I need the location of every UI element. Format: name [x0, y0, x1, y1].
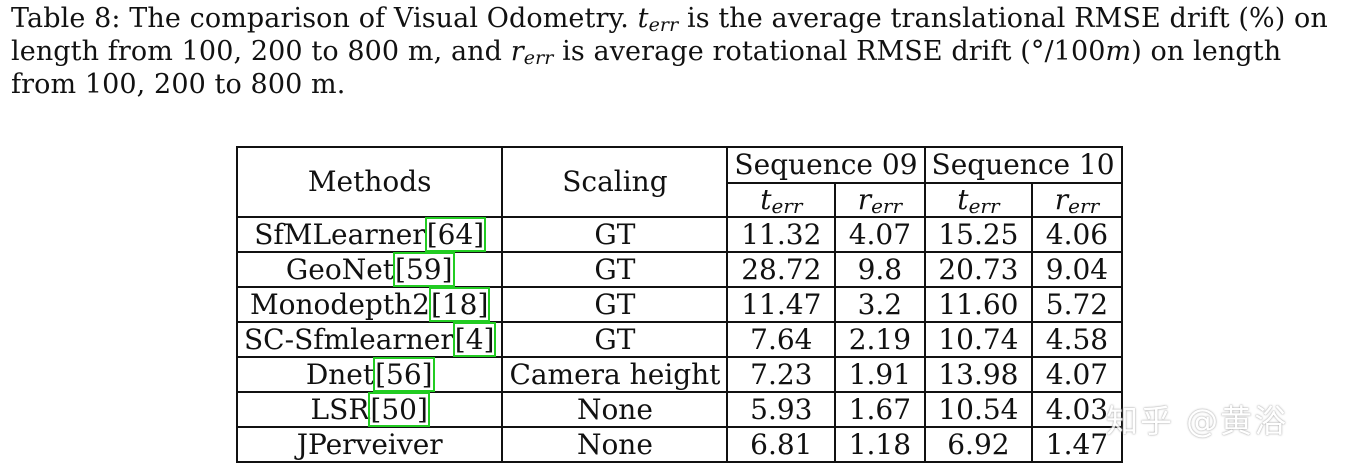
scaling-cell: None: [501, 391, 729, 428]
r-err-10-cell: 4.07: [1031, 356, 1123, 393]
r-err-09-cell: 2.19: [834, 321, 926, 358]
table-row: LSR[50] None 5.93 1.67 10.54 4.03: [235, 391, 1123, 428]
table-header-row: Methods Scaling Sequence 09 Sequence 10: [235, 146, 1123, 218]
r-err-10-cell: 5.72: [1031, 286, 1123, 323]
t-err-10-cell: 11.60: [923, 286, 1034, 323]
t-err-symbol: terr: [637, 3, 679, 36]
header-t-err-09: terr: [726, 182, 837, 218]
caption-text-4: ) on length from 100, 200 to 800 m.: [11, 36, 1282, 100]
r-err-09-cell: 1.91: [834, 356, 926, 393]
r-err-09-cell: 4.07: [834, 216, 926, 253]
t-err-09-cell: 6.81: [726, 426, 837, 463]
r-err-10-cell: 4.03: [1031, 391, 1123, 428]
header-methods: Methods: [235, 146, 504, 218]
visual-odometry-table: Methods Scaling Sequence 09 Sequence 10 …: [235, 146, 1123, 463]
header-r-err-09: rerr: [834, 182, 926, 218]
method-cell: SC-Sfmlearner[4]: [235, 321, 504, 358]
r-err-09-cell: 1.67: [834, 391, 926, 428]
citation-link[interactable]: [56]: [373, 356, 435, 392]
r-err-09-cell: 3.2: [834, 286, 926, 323]
t-err-10-cell: 15.25: [923, 216, 1034, 253]
citation-link[interactable]: [4]: [452, 321, 497, 357]
scaling-cell: GT: [501, 286, 729, 323]
t-err-09-cell: 7.64: [726, 321, 837, 358]
method-cell: LSR[50]: [235, 391, 504, 428]
caption-text-2: is the average translational RMSE drift …: [11, 3, 1328, 67]
t-err-10-cell: 10.74: [923, 321, 1034, 358]
scaling-cell: GT: [501, 321, 729, 358]
t-err-09-cell: 11.47: [726, 286, 837, 323]
scaling-cell: GT: [501, 216, 729, 253]
table-row: JPerveiver None 6.81 1.18 6.92 1.47: [235, 426, 1123, 463]
t-err-09-cell: 5.93: [726, 391, 837, 428]
table-row: SfMLearner[64] GT 11.32 4.07 15.25 4.06: [235, 216, 1123, 253]
table-row: SC-Sfmlearner[4] GT 7.64 2.19 10.74 4.58: [235, 321, 1123, 358]
r-err-10-cell: 1.47: [1031, 426, 1123, 463]
method-cell: JPerveiver: [235, 426, 504, 463]
citation-link[interactable]: [64]: [424, 216, 487, 252]
t-err-10-cell: 13.98: [923, 356, 1034, 393]
citation-link[interactable]: [59]: [393, 251, 455, 287]
header-sequence-10: Sequence 10: [923, 146, 1123, 184]
header-scaling: Scaling: [501, 146, 729, 218]
watermark: 知乎 @黄浴: [1106, 402, 1289, 440]
t-err-09-cell: 11.32: [726, 216, 837, 253]
citation-link[interactable]: [18]: [428, 286, 491, 322]
caption-text-3: is average rotational RMSE drift (°/100: [562, 36, 1106, 67]
t-err-09-cell: 28.72: [726, 251, 837, 288]
method-cell: Dnet[56]: [235, 356, 504, 393]
header-sequence-09: Sequence 09: [726, 146, 926, 184]
caption-text-1: The comparison of Visual Odometry.: [129, 3, 629, 34]
method-cell: GeoNet[59]: [235, 251, 504, 288]
r-err-09-cell: 1.18: [834, 426, 926, 463]
r-err-10-cell: 4.06: [1031, 216, 1123, 253]
t-err-09-cell: 7.23: [726, 356, 837, 393]
citation-link[interactable]: [50]: [368, 391, 430, 427]
t-err-10-cell: 20.73: [923, 251, 1034, 288]
method-cell: SfMLearner[64]: [235, 216, 504, 253]
scaling-cell: Camera height: [501, 356, 729, 393]
r-err-symbol: rerr: [510, 36, 554, 69]
table-subheader-row: terr rerr terr rerr: [237, 182, 1123, 218]
scaling-cell: GT: [501, 251, 729, 288]
header-r-err-10: rerr: [1031, 182, 1123, 218]
caption-label: Table 8:: [11, 3, 121, 34]
table-row: GeoNet[59] GT 28.72 9.8 20.73 9.04: [235, 251, 1123, 288]
table-row: Monodepth2[18] GT 11.47 3.2 11.60 5.72: [235, 286, 1123, 323]
r-err-09-cell: 9.8: [834, 251, 926, 288]
scaling-cell: None: [501, 426, 729, 463]
table-row: Dnet[56] Camera height 7.23 1.91 13.98 4…: [235, 356, 1123, 393]
t-err-10-cell: 10.54: [923, 391, 1034, 428]
r-err-10-cell: 9.04: [1031, 251, 1123, 288]
r-err-10-cell: 4.58: [1031, 321, 1123, 358]
method-cell: Monodepth2[18]: [235, 286, 504, 323]
table-caption: Table 8: The comparison of Visual Odomet…: [11, 2, 1343, 101]
m-symbol: m: [1105, 36, 1132, 67]
t-err-10-cell: 6.92: [923, 426, 1034, 463]
header-t-err-10: terr: [923, 182, 1034, 218]
